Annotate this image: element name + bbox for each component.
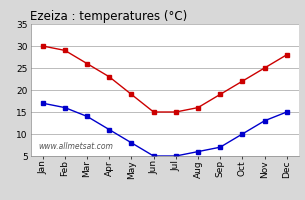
Text: www.allmetsat.com: www.allmetsat.com — [38, 142, 113, 151]
Text: Ezeiza : temperatures (°C): Ezeiza : temperatures (°C) — [30, 10, 188, 23]
